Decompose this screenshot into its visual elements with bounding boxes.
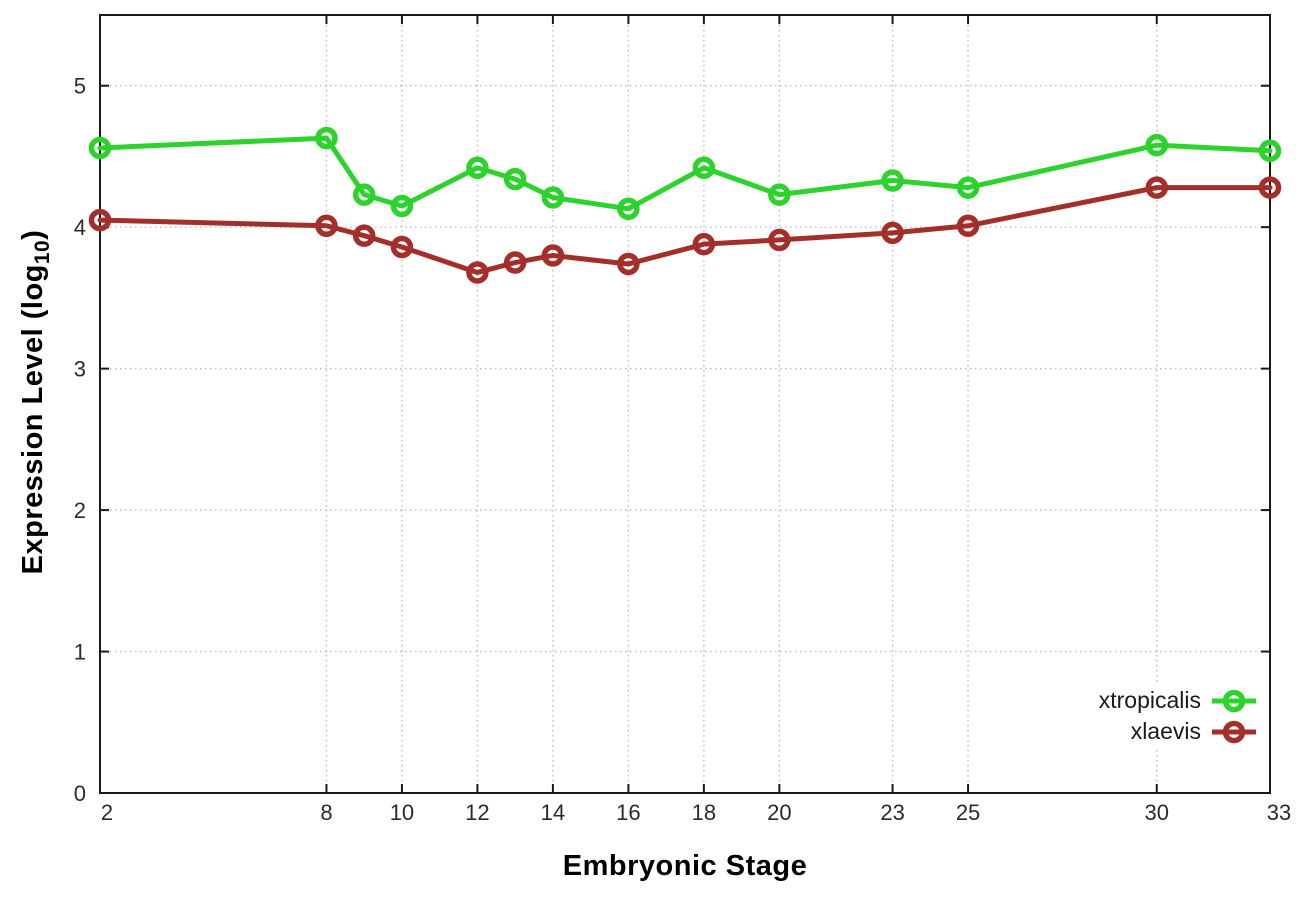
legend-label-xlaevis: xlaevis — [1130, 718, 1201, 744]
data-point-marker-icon — [503, 251, 527, 274]
x-tick-label: 8 — [320, 800, 332, 825]
data-point-marker-icon — [541, 186, 565, 209]
series-line-xlaevis — [97, 185, 1273, 275]
x-tick-label: 12 — [465, 800, 489, 825]
legend-sample-xtropicalis — [1212, 689, 1256, 712]
data-point-marker-icon — [1145, 176, 1169, 199]
x-tick-label: 33 — [1267, 800, 1291, 825]
data-point-marker-icon — [466, 261, 489, 284]
tick-marks — [99, 15, 1271, 794]
data-point-marker-icon — [956, 176, 980, 199]
data-point-marker-icon — [1145, 133, 1169, 157]
x-tick-label: 18 — [692, 800, 716, 825]
data-point-marker-icon — [503, 167, 527, 191]
legend-label-xtropicalis: xtropicalis — [1098, 687, 1201, 713]
x-tick-label: 2 — [101, 800, 113, 825]
data-point-marker-icon — [315, 126, 338, 150]
data-point-marker-icon — [617, 252, 640, 276]
data-point-marker-icon — [881, 221, 904, 245]
x-tick-label: 10 — [390, 800, 414, 825]
y-axis-title-close: ) — [17, 229, 50, 240]
gridlines — [100, 15, 1270, 793]
x-tick-label: 23 — [880, 800, 904, 825]
data-point-marker-icon — [352, 224, 376, 247]
x-tick-label: 20 — [767, 800, 791, 825]
data-point-marker-icon — [768, 228, 791, 252]
data-point-marker-icon — [1258, 176, 1282, 199]
data-point-marker-icon — [768, 183, 791, 206]
data-point-marker-icon — [390, 235, 414, 259]
data-point-marker-icon — [692, 232, 716, 256]
x-tick-label: 30 — [1145, 800, 1169, 825]
x-tick-label: 14 — [541, 800, 565, 825]
legend-item-xtropicalis: xtropicalis — [1099, 685, 1258, 716]
data-point-marker-icon — [692, 156, 716, 180]
series-markers-xlaevis — [88, 176, 1282, 284]
data-point-marker-icon — [352, 183, 376, 206]
y-tick-label: 4 — [74, 215, 86, 240]
x-tick-label: 25 — [956, 800, 980, 825]
legend-item-xlaevis: xlaevis — [1099, 716, 1258, 747]
y-axis-title: Expression Level (log10) — [17, 230, 55, 575]
y-tick-label: 1 — [74, 640, 86, 665]
y-axis-title-main: Expression Level (log — [17, 264, 50, 575]
legend-sample-marker-icon — [1222, 689, 1246, 712]
x-axis-title: Embryonic Stage — [562, 850, 808, 882]
data-point-marker-icon — [390, 194, 414, 218]
legend-sample-xlaevis — [1212, 720, 1256, 743]
data-point-marker-icon — [88, 136, 112, 160]
legend: xtropicalis xlaevis — [1084, 683, 1258, 749]
plot-border — [99, 14, 1271, 794]
data-point-marker-icon — [1258, 139, 1282, 163]
data-point-marker-icon — [541, 244, 565, 267]
data-point-marker-icon — [315, 214, 338, 238]
y-tick-label: 3 — [74, 357, 86, 382]
data-point-marker-icon — [88, 208, 112, 232]
legend-sample-marker-icon — [1222, 720, 1246, 743]
data-point-marker-icon — [617, 197, 640, 221]
y-axis-title-subscript: 10 — [30, 239, 54, 265]
data-point-marker-icon — [466, 156, 489, 180]
y-tick-label: 0 — [74, 781, 86, 806]
y-tick-label: 5 — [74, 74, 86, 99]
y-tick-label: 2 — [74, 498, 86, 523]
series-markers-xtropicalis — [88, 126, 1282, 221]
data-point-marker-icon — [956, 214, 980, 238]
data-point-marker-icon — [881, 169, 904, 192]
x-tick-label: 16 — [616, 800, 640, 825]
